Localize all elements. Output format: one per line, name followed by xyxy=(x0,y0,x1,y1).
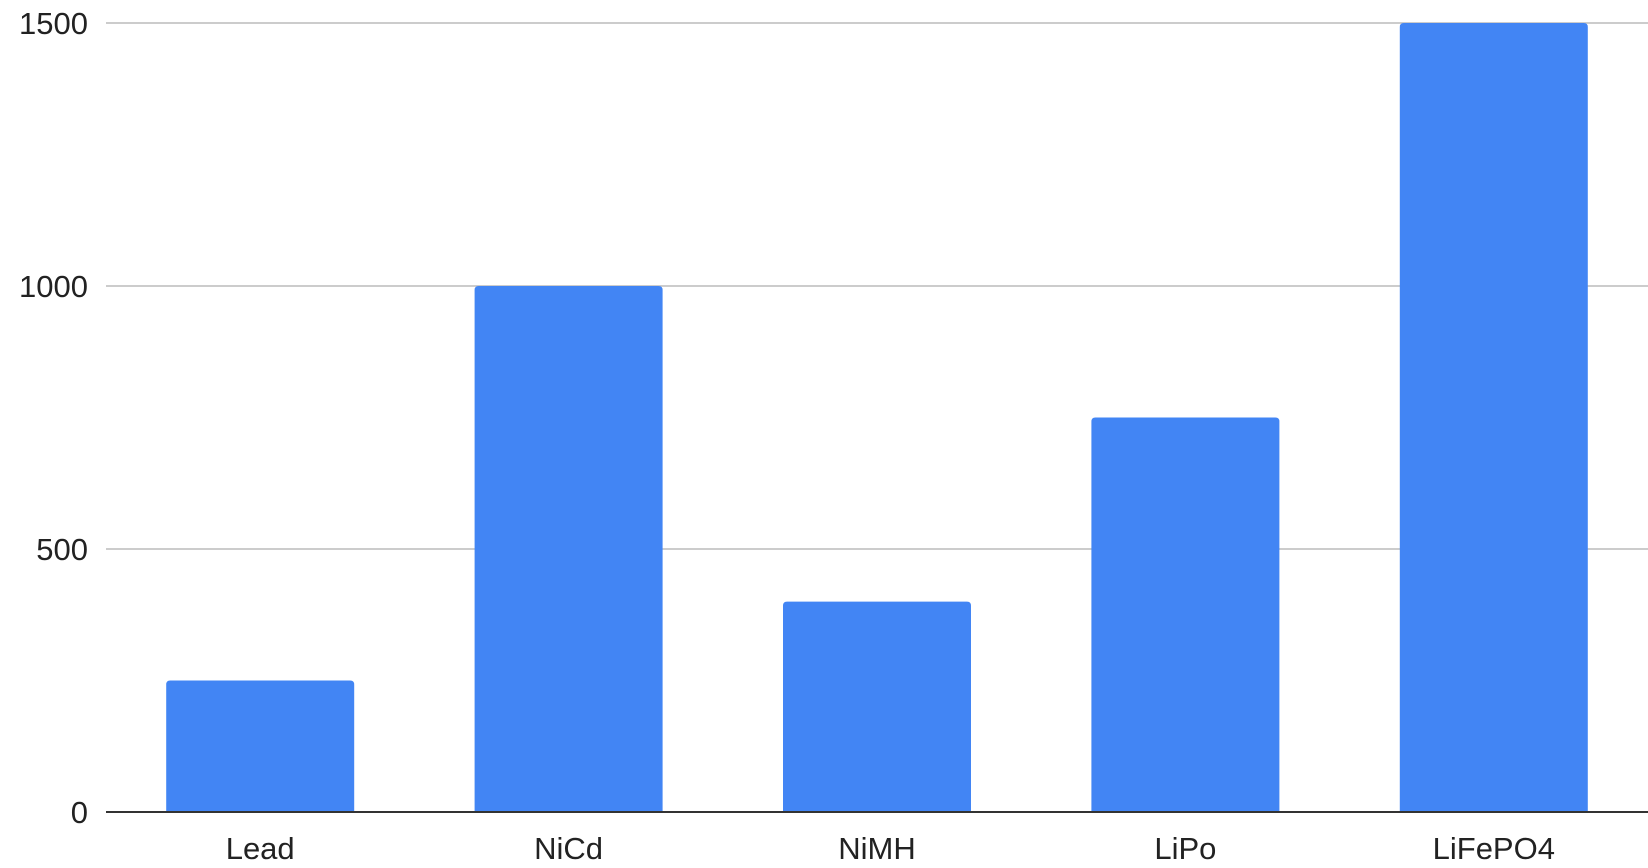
x-label-lead: Lead xyxy=(226,831,295,866)
y-tick-label-0: 0 xyxy=(71,795,88,830)
bars xyxy=(166,23,1588,812)
bar-nimh xyxy=(783,601,971,812)
x-label-lipo: LiPo xyxy=(1154,831,1216,866)
x-label-lifepo4: LiFePO4 xyxy=(1433,831,1555,866)
bar-nicd xyxy=(474,286,663,812)
y-tick-label-1000: 1000 xyxy=(19,269,88,304)
y-tick-label-1500: 1500 xyxy=(19,6,88,41)
y-axis-tick-labels: 0 500 1000 1500 xyxy=(19,6,88,830)
x-axis-category-labels: Lead NiCd NiMH LiPo LiFePO4 xyxy=(226,831,1555,866)
bar-lipo xyxy=(1091,417,1280,812)
gridlines xyxy=(106,22,1648,550)
bar-lifepo4 xyxy=(1399,23,1588,812)
bar-lead xyxy=(166,680,355,812)
x-label-nimh: NiMH xyxy=(838,831,916,866)
x-label-nicd: NiCd xyxy=(534,831,603,866)
y-tick-label-500: 500 xyxy=(36,532,88,567)
